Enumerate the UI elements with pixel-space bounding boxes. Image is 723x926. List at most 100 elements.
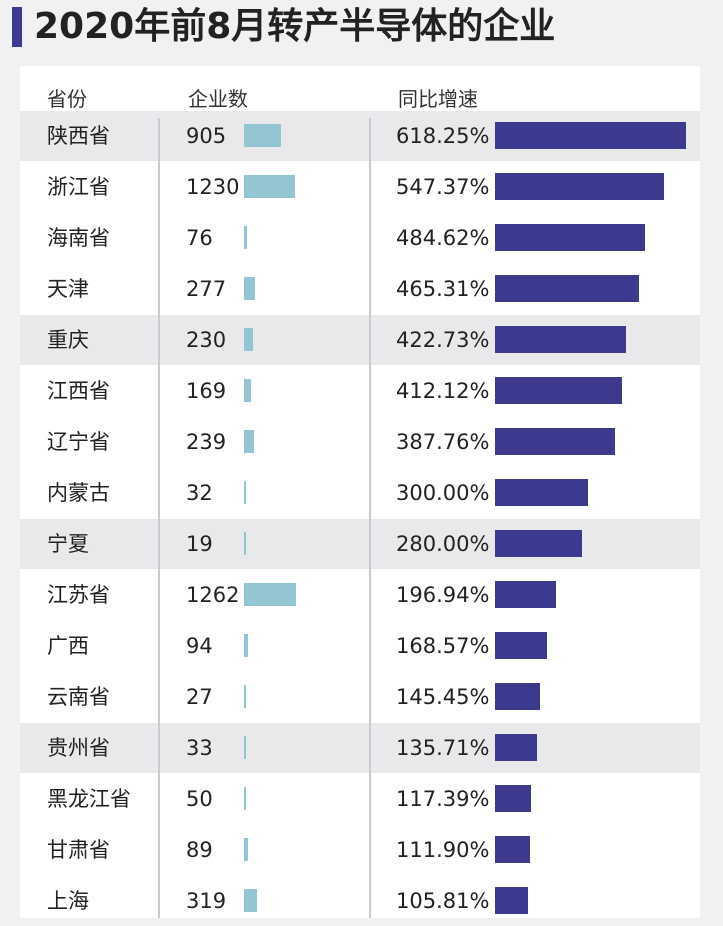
growth-bar [495, 377, 623, 404]
growth-bar [495, 479, 588, 506]
count-cell: 32 [186, 481, 213, 505]
province-cell: 陕西省 [47, 124, 110, 148]
count-cell: 1262 [186, 583, 240, 607]
growth-cell: 280.00% [396, 532, 490, 556]
province-cell: 江苏省 [47, 583, 110, 607]
province-cell: 云南省 [47, 685, 110, 709]
growth-bar [495, 428, 615, 455]
table-row: 贵州省 33 135.71% [20, 723, 700, 773]
growth-cell: 117.39% [396, 787, 490, 811]
growth-bar [495, 326, 626, 353]
page-title: 2020年前8月转产半导体的企业 [34, 6, 556, 47]
count-bar [244, 889, 258, 912]
count-bar [244, 838, 248, 861]
growth-bar [495, 683, 540, 710]
count-bar [244, 430, 254, 453]
header-count: 企业数 [188, 87, 248, 111]
province-cell: 辽宁省 [47, 430, 110, 454]
growth-bar [495, 836, 530, 863]
growth-bar [495, 122, 686, 149]
count-cell: 277 [186, 277, 227, 301]
count-bar [244, 379, 251, 402]
count-cell: 905 [186, 124, 227, 148]
growth-cell: 300.00% [396, 481, 490, 505]
growth-cell: 422.73% [396, 328, 490, 352]
count-bar [244, 685, 246, 708]
province-cell: 海南省 [47, 226, 110, 250]
count-bar [244, 787, 247, 810]
count-cell: 50 [186, 787, 213, 811]
growth-bar [495, 224, 645, 251]
count-cell: 89 [186, 838, 213, 862]
count-cell: 19 [186, 532, 213, 556]
table-row: 黑龙江省 50 117.39% [20, 774, 700, 824]
table-row: 甘肃省 89 111.90% [20, 825, 700, 875]
growth-cell: 387.76% [396, 430, 490, 454]
table-row: 江西省 169 412.12% [20, 366, 700, 416]
count-cell: 239 [186, 430, 227, 454]
province-cell: 甘肃省 [47, 838, 110, 862]
header-province: 省份 [47, 87, 87, 111]
count-bar [244, 124, 282, 147]
count-cell: 27 [186, 685, 213, 709]
count-bar [244, 175, 295, 198]
growth-bar [495, 887, 528, 914]
growth-bar [495, 581, 556, 608]
count-bar [244, 583, 296, 606]
table-row: 内蒙古 32 300.00% [20, 468, 700, 518]
table-row: 天津 277 465.31% [20, 264, 700, 314]
province-cell: 上海 [47, 889, 89, 913]
count-bar [244, 328, 254, 351]
province-cell: 天津 [47, 277, 89, 301]
table-row: 云南省 27 145.45% [20, 672, 700, 722]
growth-cell: 465.31% [396, 277, 490, 301]
growth-cell: 168.57% [396, 634, 490, 658]
column-divider-1 [158, 118, 160, 918]
table-row: 海南省 76 484.62% [20, 213, 700, 263]
table-row: 陕西省 905 618.25% [20, 111, 700, 161]
province-cell: 内蒙古 [47, 481, 110, 505]
growth-cell: 547.37% [396, 175, 490, 199]
province-cell: 江西省 [47, 379, 110, 403]
count-cell: 230 [186, 328, 227, 352]
count-cell: 1230 [186, 175, 240, 199]
growth-bar [495, 275, 639, 302]
count-bar [244, 532, 246, 555]
province-cell: 重庆 [47, 328, 89, 352]
province-cell: 浙江省 [47, 175, 110, 199]
count-cell: 33 [186, 736, 213, 760]
table-row: 江苏省 1262 196.94% [20, 570, 700, 620]
province-cell: 贵州省 [47, 736, 110, 760]
count-bar [244, 736, 246, 759]
title-accent-bar [12, 7, 22, 47]
table-row: 宁夏 19 280.00% [20, 519, 700, 569]
growth-bar [495, 530, 582, 557]
table-row: 浙江省 1230 547.37% [20, 162, 700, 212]
growth-bar [495, 173, 665, 200]
count-cell: 76 [186, 226, 213, 250]
province-cell: 广西 [47, 634, 89, 658]
count-cell: 169 [186, 379, 227, 403]
count-bar [244, 226, 248, 249]
growth-cell: 135.71% [396, 736, 490, 760]
growth-cell: 105.81% [396, 889, 490, 913]
count-bar [244, 634, 248, 657]
growth-bar [495, 632, 548, 659]
growth-cell: 412.12% [396, 379, 490, 403]
growth-cell: 145.45% [396, 685, 490, 709]
province-cell: 宁夏 [47, 532, 89, 556]
count-bar [244, 277, 256, 300]
growth-bar [495, 785, 532, 812]
count-cell: 94 [186, 634, 213, 658]
growth-cell: 618.25% [396, 124, 490, 148]
province-cell: 黑龙江省 [47, 787, 131, 811]
header-growth: 同比增速 [398, 87, 478, 111]
growth-cell: 484.62% [396, 226, 490, 250]
growth-bar [495, 734, 537, 761]
table-row: 重庆 230 422.73% [20, 315, 700, 365]
growth-cell: 196.94% [396, 583, 490, 607]
growth-cell: 111.90% [396, 838, 490, 862]
column-divider-2 [369, 118, 371, 918]
count-bar [244, 481, 246, 504]
count-cell: 319 [186, 889, 227, 913]
